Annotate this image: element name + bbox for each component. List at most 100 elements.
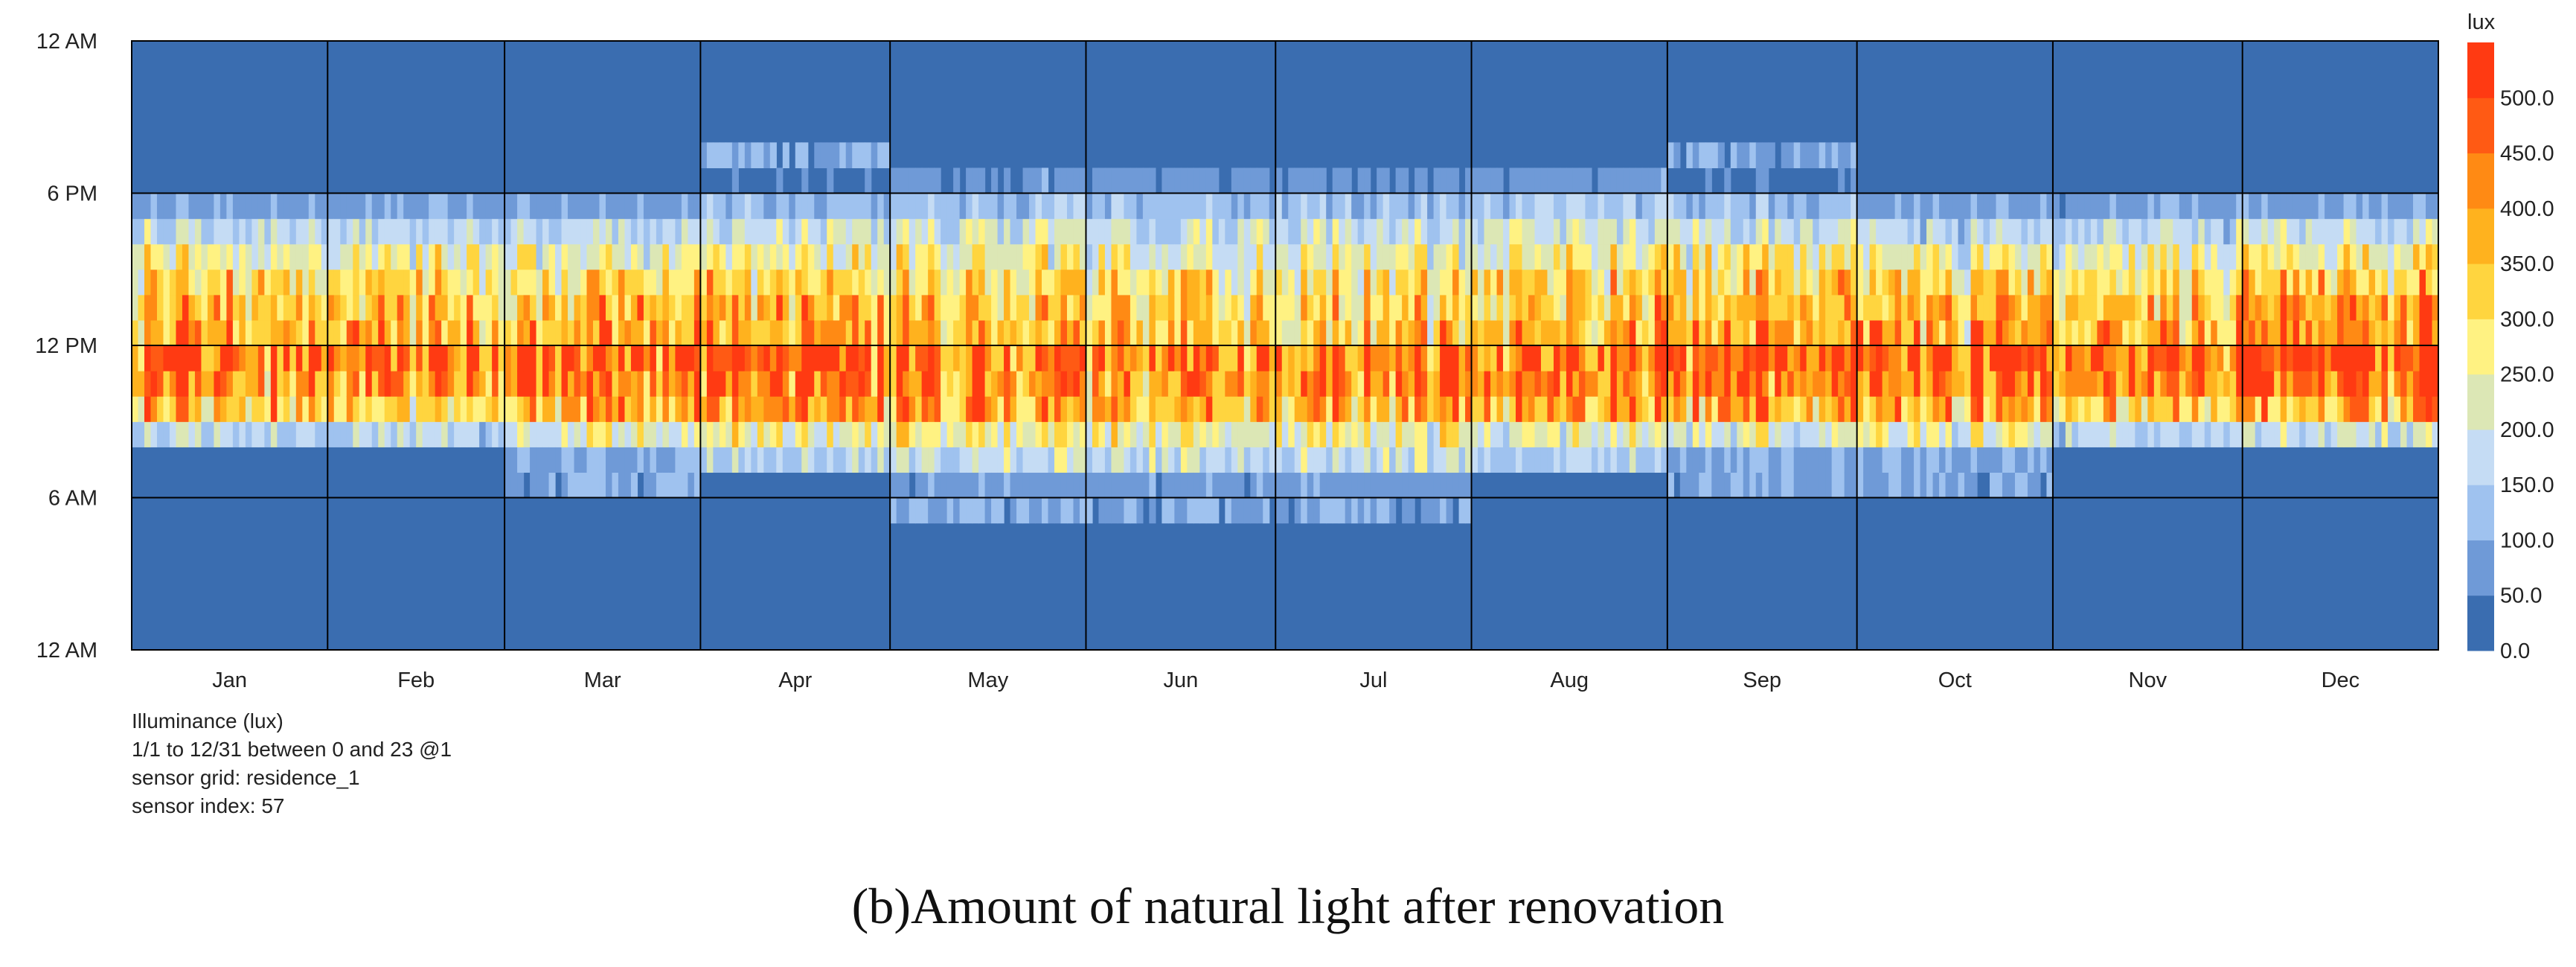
heatmap-cell — [1679, 472, 1687, 499]
heatmap-cell — [138, 218, 145, 245]
heatmap-cell — [896, 193, 903, 220]
heatmap-cell — [555, 319, 563, 346]
heatmap-cell — [2160, 421, 2168, 447]
heatmap-cell — [1136, 472, 1144, 499]
heatmap-cell — [978, 167, 986, 194]
heatmap-cell — [1010, 447, 1017, 473]
heatmap-cell — [865, 193, 872, 220]
heatmap-cell — [814, 447, 821, 473]
legend-swatch — [2467, 264, 2494, 319]
heatmap-cell — [561, 243, 568, 270]
heatmap-cell — [1724, 193, 1731, 220]
heatmap-cell — [2008, 269, 2016, 296]
heatmap-cell — [245, 243, 252, 270]
heatmap-cell — [2350, 193, 2357, 220]
heatmap-cell — [1029, 269, 1037, 296]
heatmap-cell — [1237, 396, 1245, 422]
heatmap-cell — [536, 472, 543, 499]
heatmap-cell — [1351, 345, 1359, 371]
heatmap-cell — [845, 269, 853, 296]
heatmap-cell — [1547, 396, 1554, 422]
heatmap-cell — [2261, 294, 2269, 321]
heatmap-cell — [1578, 396, 1586, 422]
heatmap-cell — [618, 294, 626, 321]
heatmap-cell — [1964, 472, 1972, 499]
heatmap-cell — [542, 447, 550, 473]
heatmap-cell — [2388, 396, 2395, 422]
heatmap-cell — [1743, 218, 1750, 245]
heatmap-cell — [523, 447, 531, 473]
heatmap-cell — [1433, 345, 1441, 371]
heatmap-cell — [1553, 243, 1561, 270]
heatmap-cell — [467, 371, 474, 397]
heatmap-cell — [1882, 218, 1889, 245]
heatmap-cell — [1730, 319, 1737, 346]
heatmap-cell — [1484, 294, 1491, 321]
heatmap-cell — [953, 167, 961, 194]
heatmap-cell — [1111, 345, 1118, 371]
heatmap-cell — [1079, 218, 1087, 245]
heatmap-cell — [586, 294, 594, 321]
heatmap-cell — [2426, 319, 2433, 346]
heatmap-cell — [1939, 447, 1947, 473]
heatmap-cell — [941, 269, 948, 296]
heatmap-cell — [1307, 421, 1314, 447]
heatmap-cell — [1054, 243, 1062, 270]
heatmap-cell — [277, 243, 284, 270]
heatmap-cell — [2343, 421, 2351, 447]
heatmap-cell — [978, 371, 986, 397]
heatmap-cell — [662, 243, 670, 270]
heatmap-cell — [409, 421, 417, 447]
heatmap-cell — [2305, 319, 2313, 346]
heatmap-cell — [1591, 294, 1599, 321]
heatmap-cell — [1578, 421, 1586, 447]
heatmap-cell — [1319, 421, 1327, 447]
heatmap-cell — [2077, 345, 2085, 371]
heatmap-cell — [852, 345, 859, 371]
heatmap-cell — [1307, 167, 1314, 194]
heatmap-cell — [719, 269, 726, 296]
heatmap-cell — [1952, 319, 1959, 346]
heatmap-cell — [333, 294, 341, 321]
heatmap-cell — [1825, 193, 1833, 220]
heatmap-cell — [1623, 396, 1630, 422]
heatmap-cell — [2065, 319, 2072, 346]
heatmap-cell — [2065, 193, 2072, 220]
heatmap-cell — [1496, 319, 1504, 346]
heatmap-cell — [257, 345, 265, 371]
heatmap-cell — [1914, 447, 1921, 473]
heatmap-cell — [1907, 218, 1915, 245]
heatmap-cell — [1603, 193, 1611, 220]
heatmap-cell — [624, 345, 632, 371]
heatmap-cell — [1294, 294, 1301, 321]
heatmap-cell — [1699, 472, 1706, 499]
heatmap-cell — [530, 193, 537, 220]
heatmap-cell — [1142, 371, 1150, 397]
heatmap-cell — [460, 218, 467, 245]
heatmap-cell — [1351, 421, 1359, 447]
x-tick-label: Apr — [778, 668, 812, 692]
heatmap-cell — [2293, 319, 2300, 346]
heatmap-cell — [1414, 243, 1422, 270]
heatmap-cell — [1478, 218, 1485, 245]
heatmap-cell — [896, 345, 903, 371]
heatmap-cell — [1819, 269, 1826, 296]
heatmap-cell — [1427, 396, 1435, 422]
heatmap-cell — [1377, 193, 1384, 220]
heatmap-cell — [972, 472, 979, 499]
heatmap-cell — [1332, 193, 1339, 220]
heatmap-cell — [1307, 345, 1314, 371]
heatmap-cell — [1914, 472, 1921, 499]
heatmap-cell — [1490, 319, 1498, 346]
heatmap-cell — [959, 371, 967, 397]
heatmap-cell — [447, 269, 455, 296]
heatmap-cell — [1130, 294, 1138, 321]
heatmap-cell — [2160, 218, 2168, 245]
heatmap-cell — [896, 472, 903, 499]
heatmap-cell — [928, 243, 935, 270]
heatmap-cell — [1465, 167, 1473, 194]
heatmap-cell — [1243, 167, 1251, 194]
heatmap-cell — [1054, 167, 1062, 194]
heatmap-cell — [1225, 243, 1232, 270]
heatmap-cell — [2394, 193, 2401, 220]
